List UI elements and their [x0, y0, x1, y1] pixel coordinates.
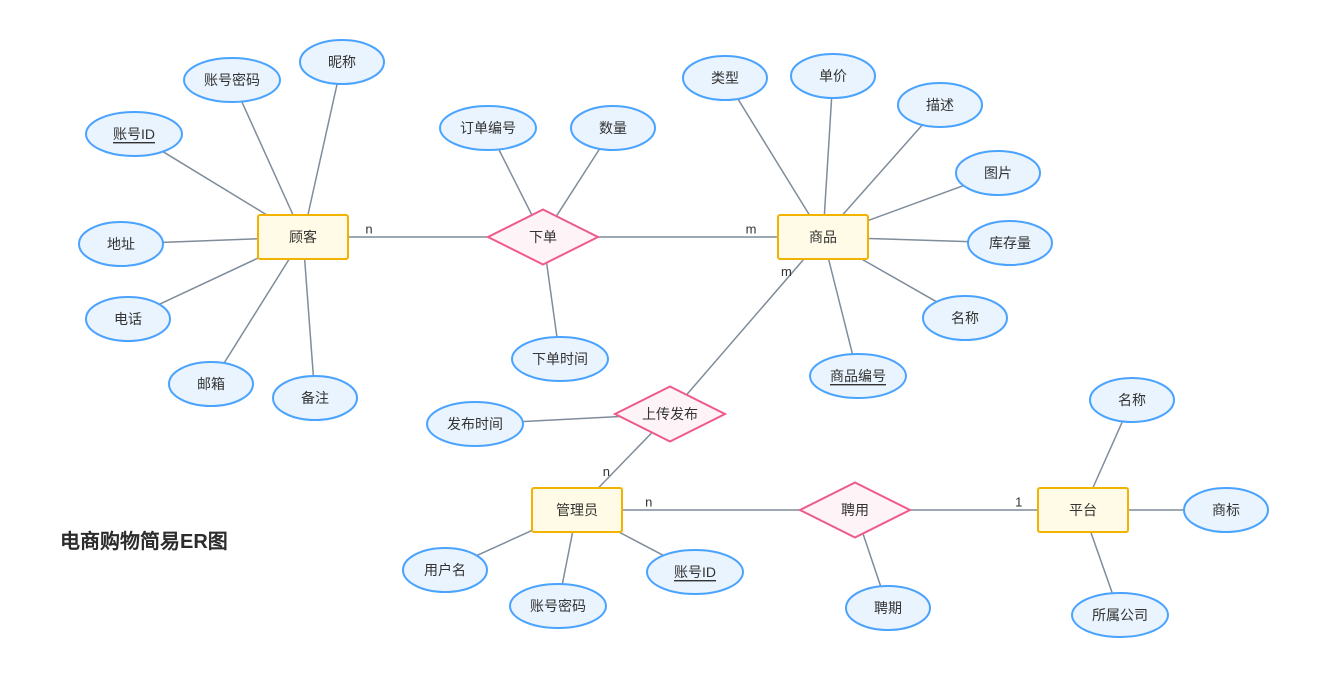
node-label: 昵称	[328, 54, 356, 70]
node-label: 聘期	[874, 600, 902, 616]
edge	[305, 259, 314, 376]
relationship-node: 下单	[488, 210, 598, 265]
nodes-layer: 顾客商品管理员平台下单上传发布聘用账号ID账号密码昵称地址电话邮箱备注订单编号数…	[79, 40, 1268, 637]
node-label: 数量	[599, 120, 627, 136]
node-label: 顾客	[289, 229, 317, 245]
er-diagram-canvas: nmmnn1顾客商品管理员平台下单上传发布聘用账号ID账号密码昵称地址电话邮箱备…	[0, 0, 1317, 680]
node-label: 账号ID	[113, 126, 155, 142]
edge	[824, 98, 831, 215]
attribute-node: 账号密码	[510, 584, 606, 628]
node-label: 聘用	[841, 502, 869, 518]
node-label: 电话	[114, 311, 142, 327]
attribute-node: 发布时间	[427, 402, 523, 446]
attribute-node: 商标	[1184, 488, 1268, 532]
edge	[224, 259, 289, 363]
node-label: 账号密码	[530, 598, 586, 614]
node-label: 备注	[301, 390, 329, 406]
node-label: 商品	[809, 229, 837, 245]
attribute-node: 名称	[1090, 378, 1174, 422]
edge	[862, 259, 937, 302]
attribute-node: 单价	[791, 54, 875, 98]
entity-node: 管理员	[532, 488, 622, 532]
node-label: 发布时间	[447, 416, 503, 432]
edge	[159, 258, 258, 304]
node-label: 商标	[1212, 502, 1240, 518]
attribute-node: 账号密码	[184, 58, 280, 102]
edge	[1091, 532, 1113, 593]
node-label: 账号ID	[674, 564, 716, 580]
node-label: 类型	[711, 70, 739, 86]
node-label: 名称	[951, 310, 979, 326]
node-label: 订单编号	[460, 120, 516, 136]
edge	[499, 149, 532, 215]
edge	[242, 101, 293, 215]
attribute-node: 邮箱	[169, 362, 253, 406]
edge	[868, 238, 968, 241]
edge	[687, 259, 804, 395]
node-label: 库存量	[989, 235, 1031, 251]
edge	[547, 263, 557, 337]
attribute-node: 库存量	[968, 221, 1052, 265]
node-label: 地址	[107, 236, 135, 252]
edge	[161, 151, 267, 215]
attribute-node: 所属公司	[1072, 593, 1168, 637]
cardinality-label: n	[645, 495, 652, 510]
attribute-node: 下单时间	[512, 337, 608, 381]
node-label: 名称	[1118, 392, 1146, 408]
node-label: 管理员	[556, 502, 598, 518]
edge	[517, 417, 620, 422]
attribute-node: 类型	[683, 56, 767, 100]
cardinality-label: n	[603, 464, 610, 479]
attribute-node: 昵称	[300, 40, 384, 84]
node-label: 图片	[984, 165, 1012, 181]
node-label: 邮箱	[197, 376, 225, 392]
edge	[738, 99, 810, 215]
attribute-node: 账号ID	[647, 550, 743, 594]
edge	[829, 259, 853, 354]
edge	[556, 149, 599, 216]
node-label: 下单	[529, 229, 557, 245]
node-label: 平台	[1069, 502, 1097, 518]
entity-node: 顾客	[258, 215, 348, 259]
relationship-node: 聘用	[800, 483, 910, 538]
node-label: 描述	[926, 97, 954, 113]
attribute-node: 数量	[571, 106, 655, 150]
node-label: 账号密码	[204, 72, 260, 88]
cardinality-label: m	[781, 264, 792, 279]
entity-node: 商品	[778, 215, 868, 259]
edge	[863, 534, 881, 587]
relationship-node: 上传发布	[615, 387, 725, 442]
cardinality-label: n	[365, 222, 372, 237]
attribute-node: 账号ID	[86, 112, 182, 156]
edge	[843, 125, 923, 215]
attribute-node: 用户名	[403, 548, 487, 592]
node-label: 下单时间	[532, 351, 588, 367]
node-label: 单价	[819, 68, 847, 84]
attribute-node: 聘期	[846, 586, 930, 630]
attribute-node: 图片	[956, 151, 1040, 195]
attribute-node: 电话	[86, 297, 170, 341]
attribute-node: 描述	[898, 83, 982, 127]
diagram-title: 电商购物简易ER图	[60, 529, 228, 553]
node-label: 上传发布	[642, 406, 698, 422]
cardinality-label: m	[746, 222, 757, 237]
edge	[308, 84, 337, 215]
edge	[477, 530, 532, 555]
edge	[1093, 421, 1123, 488]
node-label: 用户名	[424, 562, 466, 578]
node-label: 商品编号	[830, 368, 886, 384]
attribute-node: 名称	[923, 296, 1007, 340]
edge	[562, 532, 572, 584]
edge	[868, 186, 964, 221]
cardinality-label: 1	[1015, 495, 1022, 510]
edge	[619, 532, 665, 556]
edge	[598, 433, 652, 488]
attribute-node: 商品编号	[810, 354, 906, 398]
attribute-node: 订单编号	[440, 106, 536, 150]
node-label: 所属公司	[1092, 607, 1148, 623]
attribute-node: 地址	[79, 222, 163, 266]
entity-node: 平台	[1038, 488, 1128, 532]
edge	[163, 239, 258, 243]
attribute-node: 备注	[273, 376, 357, 420]
